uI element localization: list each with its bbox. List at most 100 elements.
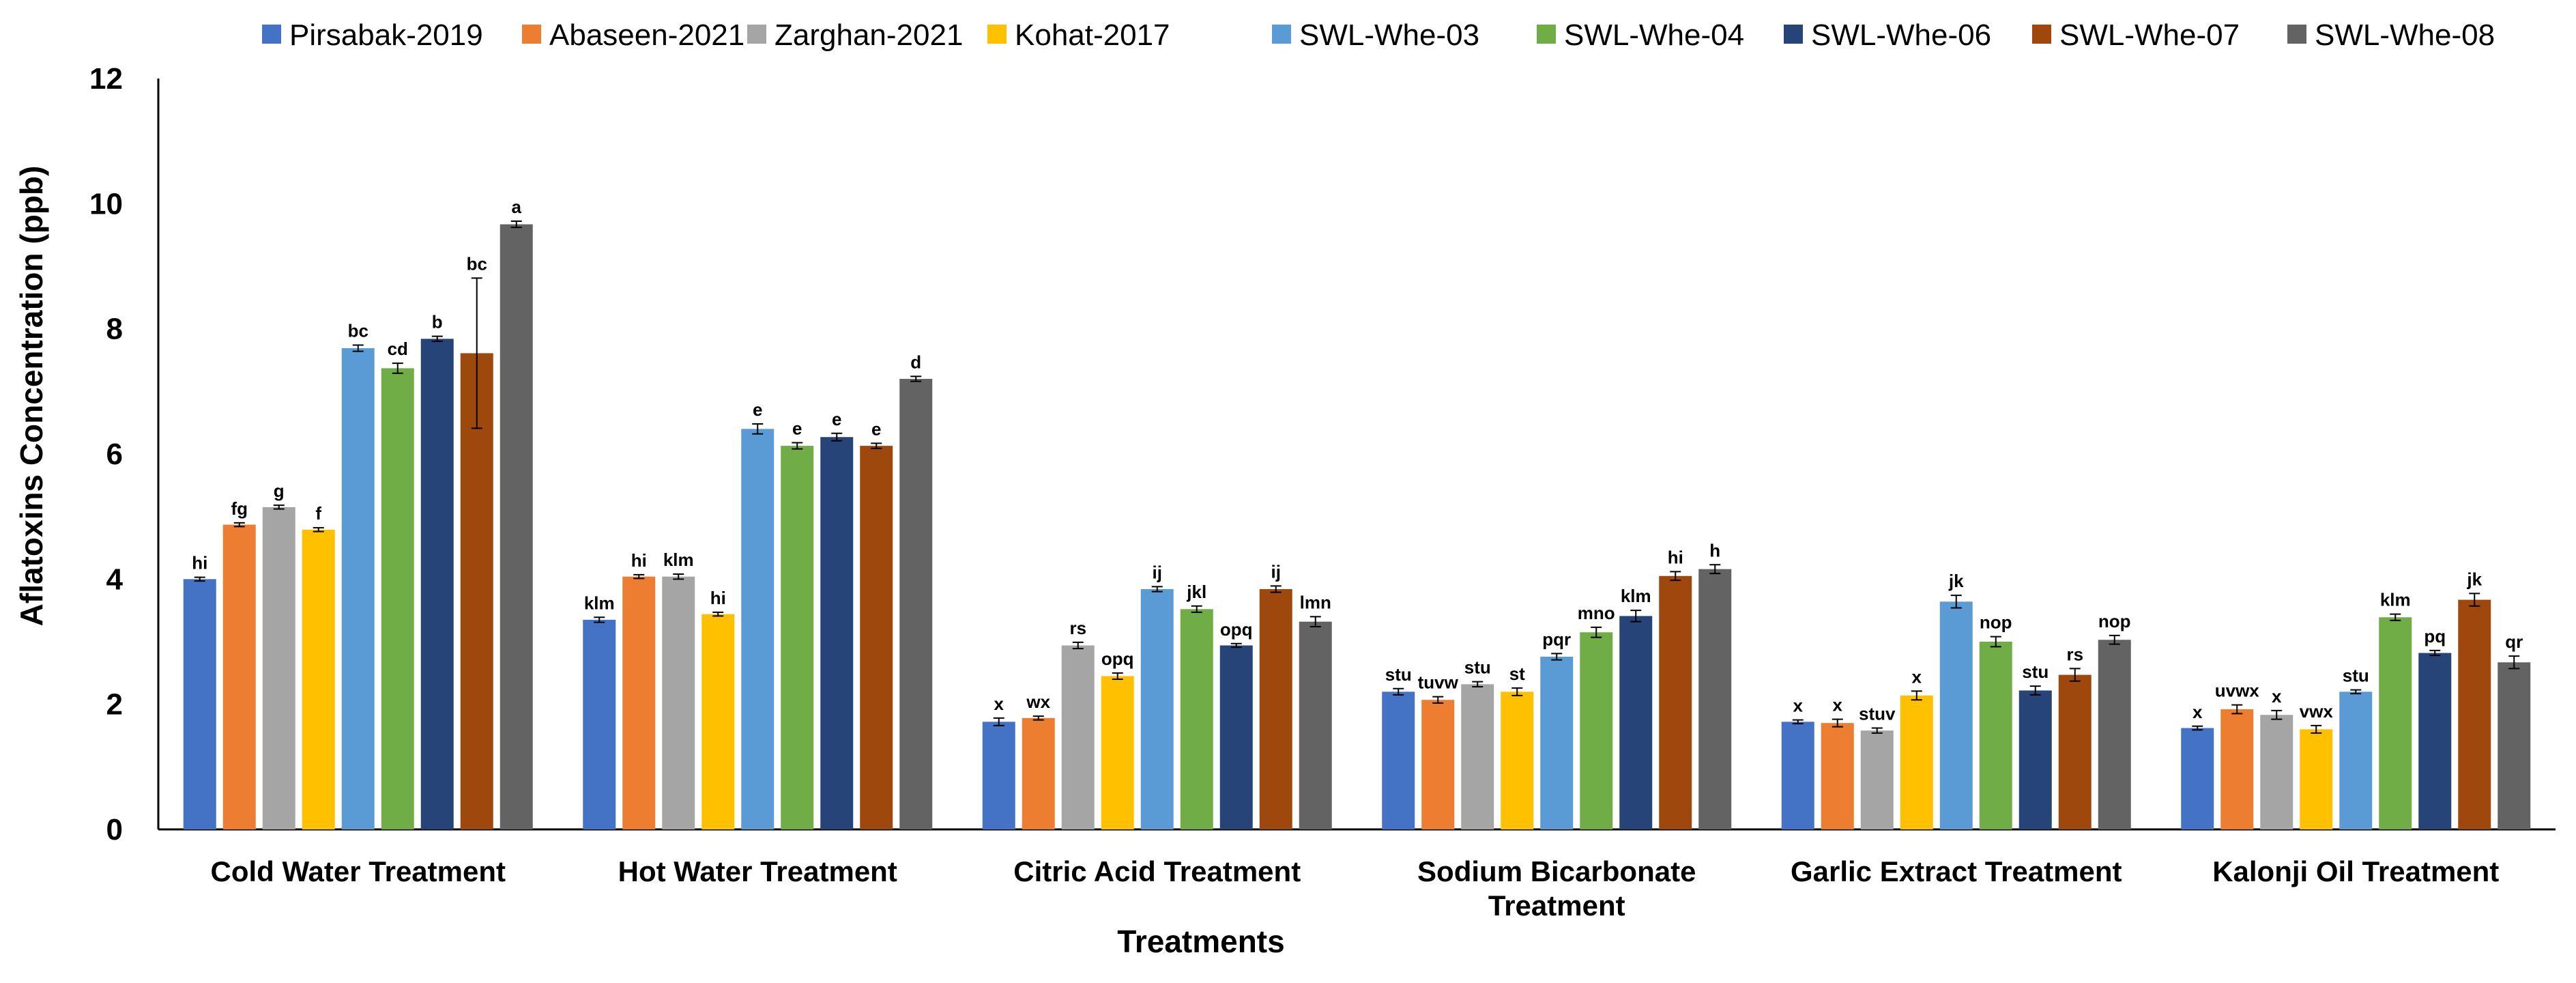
bar [781, 446, 814, 829]
significance-letter: jkl [1186, 582, 1206, 602]
bar [701, 614, 735, 829]
y-tick-label: 4 [106, 562, 124, 596]
significance-letter: stu [1385, 664, 1412, 685]
significance-letter: vwx [2300, 701, 2334, 722]
legend-swatch [1537, 25, 1556, 44]
significance-letter: ij [1271, 561, 1281, 582]
bar [2181, 728, 2214, 829]
significance-letter: klm [663, 550, 694, 570]
significance-letter: fg [231, 498, 248, 519]
legend-label: SWL-Whe-04 [1564, 18, 1744, 52]
bar [1540, 657, 1574, 829]
significance-letter: e [792, 418, 802, 439]
significance-letter: wx [1026, 692, 1050, 712]
bar [1140, 589, 1174, 829]
significance-letter: pqr [1542, 629, 1571, 649]
y-tick-label: 10 [89, 187, 123, 220]
legend-label: Zarghan-2021 [775, 18, 963, 52]
significance-letter: opq [1220, 619, 1253, 640]
legend-label: Pirsabak-2019 [289, 18, 483, 52]
bar [302, 529, 335, 829]
error-bars [194, 220, 2520, 734]
bar [420, 339, 454, 829]
significance-letter: a [512, 197, 522, 217]
significance-letter: hi [710, 588, 726, 608]
significance-letter: mno [1578, 603, 1615, 623]
legend-swatch [262, 25, 281, 44]
bar [741, 429, 775, 829]
significance-letter: lmn [1300, 592, 1331, 612]
x-tick-label: Kalonji Oil Treatment [2212, 855, 2499, 887]
bar [1022, 717, 1055, 829]
bar [1421, 700, 1455, 829]
y-tick-label: 0 [106, 813, 123, 846]
significance-letter: hi [1668, 547, 1683, 567]
significance-letter: nop [2098, 611, 2131, 631]
legend: Pirsabak-2019 Abaseen-2021 Zarghan-2021 Koh… [262, 18, 2495, 52]
significance-letter: b [432, 312, 443, 332]
bar [2260, 715, 2293, 829]
significance-letter: qr [2505, 631, 2523, 652]
significance-letter: klm [2380, 590, 2411, 610]
significance-letter: pq [2424, 626, 2446, 646]
significance-letter: st [1509, 664, 1525, 684]
bar [899, 379, 933, 829]
y-axis: 0 2 4 6 8 10 12 [89, 62, 160, 846]
legend-label: SWL-Whe-06 [1811, 18, 1991, 52]
significance-letter: jk [2466, 569, 2482, 589]
bar [2220, 709, 2254, 829]
significance-letter: bc [467, 253, 487, 274]
bar [2339, 692, 2373, 829]
bar [1939, 601, 1973, 829]
bars [183, 224, 2531, 829]
bar [2058, 674, 2092, 829]
bar [341, 348, 375, 829]
legend-swatch [2032, 25, 2051, 44]
significance-letter: bc [348, 321, 368, 341]
bar [222, 524, 256, 829]
legend-label: SWL-Whe-03 [1299, 18, 1479, 52]
significance-letter: hi [631, 550, 647, 571]
bar [622, 576, 656, 829]
significance-letter: tuvw [1418, 672, 1459, 693]
significance-letter: stu [1464, 657, 1491, 678]
legend-swatch [1272, 25, 1291, 44]
significance-letter: x [1793, 696, 1804, 716]
bar [1860, 730, 1894, 829]
bar [662, 576, 695, 829]
bar [2098, 640, 2131, 829]
bar [2458, 599, 2491, 829]
x-axis: Cold Water Treatment Hot Water Treatment C… [158, 828, 2556, 922]
bar [2498, 662, 2531, 829]
bar [2418, 653, 2452, 829]
significance-letter: nop [1980, 612, 2012, 633]
significance-letter: ij [1153, 562, 1162, 582]
bar [2379, 617, 2412, 829]
bar [820, 437, 854, 829]
bar [460, 353, 493, 829]
significance-letter: h [1709, 540, 1720, 560]
bar [1698, 569, 1732, 829]
significance-letter: klm [584, 593, 615, 613]
bar [1659, 575, 1692, 829]
bar [1979, 642, 2012, 829]
legend-swatch [987, 25, 1007, 44]
bar [1821, 723, 1854, 829]
y-axis-title: Aflatoxins Concentration (ppb) [14, 166, 49, 627]
y-tick-label: 2 [106, 688, 123, 722]
bar [262, 507, 295, 829]
bar [2018, 690, 2052, 829]
significance-letter: stu [2022, 661, 2049, 682]
significance-letter: stu [2343, 666, 2369, 686]
significance-letter: x [2272, 686, 2282, 707]
bar [860, 446, 893, 829]
x-tick-label: Citric Acid Treatment [1013, 855, 1301, 887]
legend-swatch [1784, 25, 1803, 44]
significance-letter: d [910, 352, 921, 372]
significance-letter: x [1912, 666, 1922, 687]
legend-label: Abaseen-2021 [549, 18, 744, 52]
bar [1259, 589, 1292, 829]
bar [381, 368, 414, 829]
